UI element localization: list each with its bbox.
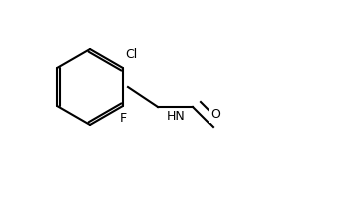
Text: F: F [119,112,127,125]
Text: O: O [210,108,220,122]
Text: Cl: Cl [125,48,137,61]
Text: HN: HN [167,110,185,123]
